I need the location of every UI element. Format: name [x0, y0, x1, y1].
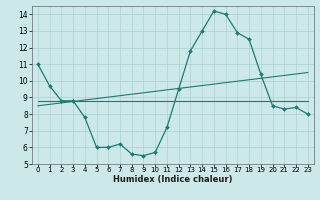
X-axis label: Humidex (Indice chaleur): Humidex (Indice chaleur)	[113, 175, 233, 184]
